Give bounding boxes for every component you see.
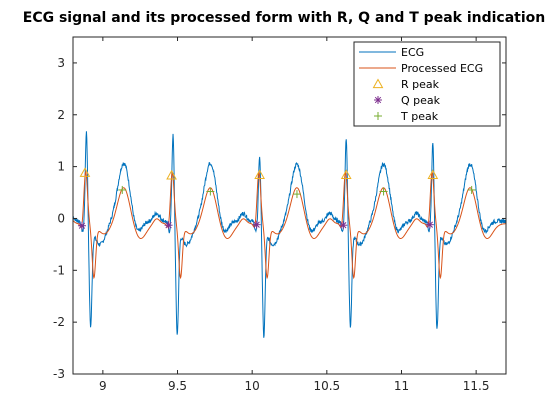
plot-area [73,131,506,337]
t-peak-marker-2 [206,188,214,196]
y-tick-label: 0 [57,211,65,225]
y-tick-label: -3 [53,367,65,381]
q-peak-marker-5 [426,221,434,229]
legend-swatch-q-peak [374,96,382,104]
x-tick-label: 9 [99,379,107,393]
y-tick-label: -1 [53,263,65,277]
legend-label-processed-ecg: Processed ECG [401,62,483,75]
t-peak-marker-1 [118,186,126,194]
q-peak-marker-4 [339,221,347,229]
y-tick-label: 3 [57,56,65,70]
x-tick-label: 11.5 [463,379,490,393]
y-tick-label: 1 [57,160,65,174]
legend-label-r-peak: R peak [401,78,440,91]
x-tick-label: 11 [394,379,409,393]
y-tick-label: 2 [57,108,65,122]
y-tick-label: -2 [53,315,65,329]
legend: ECG Processed ECG R peak Q peak T peak [354,42,500,126]
x-tick-label: 10.5 [313,379,340,393]
legend-label-ecg: ECG [401,46,424,59]
series-ecg-line [73,131,506,337]
t-peak-marker-4 [380,188,388,196]
t-peak-marker-5 [468,186,476,194]
x-tick-label: 10 [245,379,260,393]
series-processed-ecg-line [73,172,506,278]
legend-label-q-peak: Q peak [401,94,441,107]
x-tick-label: 9.5 [168,379,187,393]
q-peak-marker-1 [78,222,86,230]
chart-title: ECG signal and its processed form with R… [23,10,545,26]
q-peak-marker-2 [165,221,173,229]
legend-label-t-peak: T peak [400,110,439,123]
